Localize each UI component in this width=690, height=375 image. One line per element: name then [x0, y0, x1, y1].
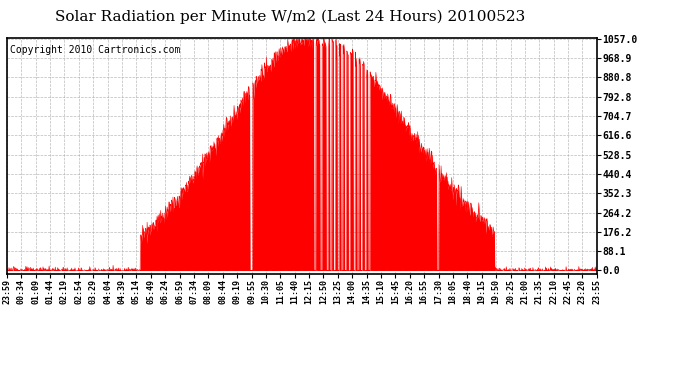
Text: Solar Radiation per Minute W/m2 (Last 24 Hours) 20100523: Solar Radiation per Minute W/m2 (Last 24… [55, 9, 525, 24]
Text: Copyright 2010 Cartronics.com: Copyright 2010 Cartronics.com [10, 45, 180, 55]
